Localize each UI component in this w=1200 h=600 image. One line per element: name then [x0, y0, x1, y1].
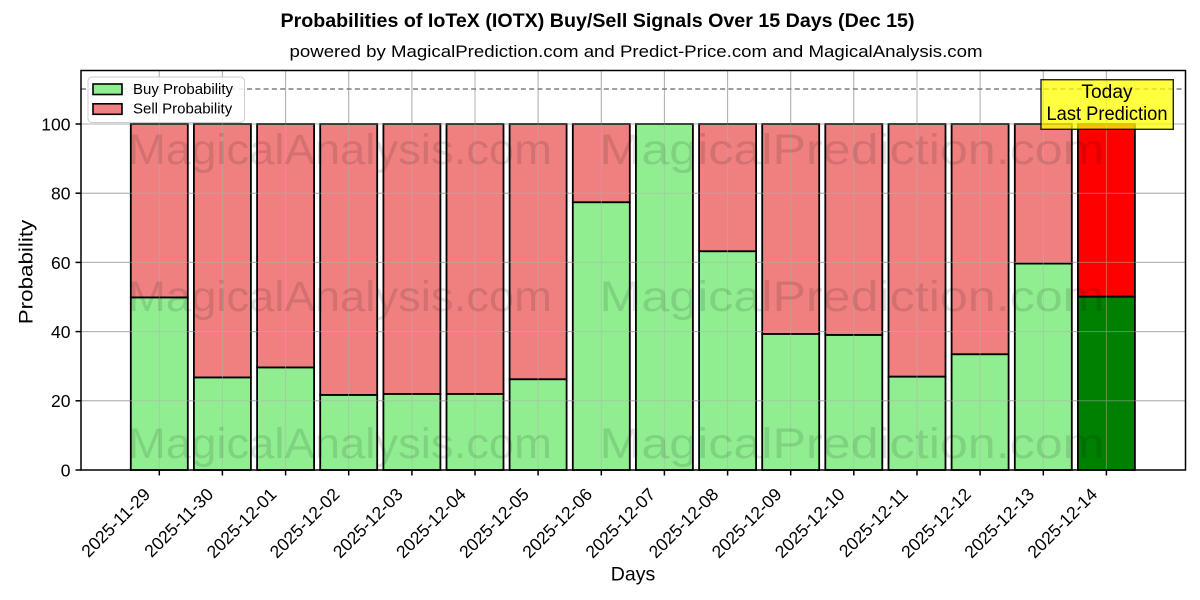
svg-text:Sell Probability: Sell Probability — [133, 101, 233, 118]
svg-text:100: 100 — [41, 114, 70, 134]
svg-text:Days: Days — [611, 564, 656, 586]
svg-text:20: 20 — [51, 391, 71, 411]
svg-text:Probabilities of IoTeX (IOTX): Probabilities of IoTeX (IOTX) Buy/Sell S… — [281, 10, 915, 32]
svg-text:MagicalAnalysis.com: MagicalAnalysis.com — [128, 126, 552, 174]
svg-text:Probability: Probability — [16, 219, 38, 324]
svg-text:MagicalPrediction.com: MagicalPrediction.com — [600, 273, 1105, 321]
svg-text:80: 80 — [51, 184, 71, 204]
svg-text:MagicalPrediction.com: MagicalPrediction.com — [600, 420, 1105, 468]
svg-text:MagicalAnalysis.com: MagicalAnalysis.com — [128, 273, 552, 321]
svg-text:MagicalPrediction.com: MagicalPrediction.com — [600, 126, 1105, 174]
svg-text:powered by MagicalPrediction.c: powered by MagicalPrediction.com and Pre… — [290, 42, 983, 61]
svg-text:60: 60 — [51, 253, 71, 273]
svg-text:0: 0 — [61, 460, 71, 480]
svg-text:Today: Today — [1081, 82, 1133, 103]
svg-text:40: 40 — [51, 322, 71, 342]
svg-text:Buy Probability: Buy Probability — [133, 81, 234, 98]
svg-text:Last Prediction: Last Prediction — [1047, 104, 1168, 125]
svg-text:MagicalAnalysis.com: MagicalAnalysis.com — [128, 420, 552, 468]
